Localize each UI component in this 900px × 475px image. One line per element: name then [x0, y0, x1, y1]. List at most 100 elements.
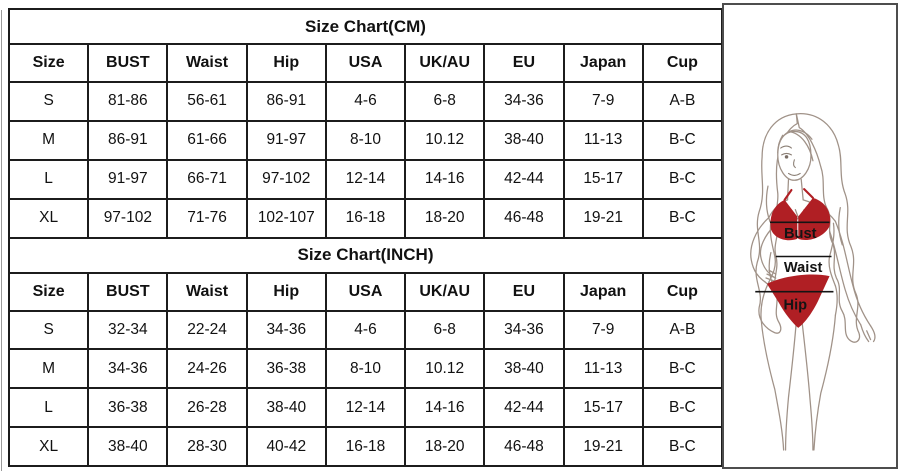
column-header: Size: [7, 43, 90, 83]
table-cell: S: [7, 81, 90, 122]
table-cell: XL: [7, 426, 90, 467]
table-cell: 10.12: [404, 348, 486, 390]
column-header: EU: [483, 43, 565, 83]
table-cell: 18-20: [404, 426, 486, 467]
size-table-body: Size Chart(CM) Size BUST Waist Hip USA UK/AU EU…: [7, 8, 724, 467]
table-cell: 14-16: [404, 158, 486, 200]
table-row: S 32-34 22-24 34-36 4-6 6-8 34-36 7-9 A-B: [7, 309, 724, 351]
table-cell: 4-6: [324, 81, 407, 122]
bust-label: Bust: [784, 226, 817, 242]
column-header: UK/AU: [404, 43, 486, 83]
column-header: BUST: [87, 43, 169, 83]
column-header: UK/AU: [404, 271, 486, 312]
table-row: M 34-36 24-26 36-38 8-10 10.12 38-40 11-13 B-C: [7, 348, 724, 390]
table-cell: 11-13: [562, 348, 644, 390]
bikini-top-right-cup: [798, 197, 831, 241]
table-cell: 10.12: [404, 119, 486, 161]
table-cell: 40-42: [245, 426, 327, 467]
table-cell: M: [7, 119, 90, 161]
column-header: Japan: [562, 43, 644, 83]
bikini-strap-right: [803, 188, 815, 199]
table-cell: 71-76: [166, 197, 248, 239]
table-title: Size Chart(INCH): [8, 236, 723, 274]
eye: [784, 155, 789, 159]
column-header: Waist: [166, 43, 248, 83]
woman-measurement-illustration: Bust Waist Hip: [750, 113, 876, 451]
table-cell: 4-6: [324, 309, 407, 351]
table-cell: B-C: [641, 426, 724, 467]
table-cell: 38-40: [483, 119, 565, 161]
table-cell: B-C: [641, 387, 724, 429]
table-cell: B-C: [641, 197, 724, 239]
column-header: Hip: [245, 43, 327, 83]
table-cell: 56-61: [166, 81, 248, 122]
table-cell: 81-86: [87, 81, 169, 122]
table-cell: 6-8: [404, 81, 486, 122]
column-header: BUST: [87, 271, 169, 312]
table-cell: A-B: [641, 309, 724, 351]
table-row: M 86-91 61-66 91-97 8-10 10.12 38-40 11-13 B-C: [7, 119, 724, 161]
bikini-top-left-cup: [770, 199, 798, 241]
table-cell: 15-17: [562, 158, 644, 200]
table-cell: 36-38: [87, 387, 169, 429]
table-cell: 66-71: [166, 158, 248, 200]
table-cell: 46-48: [483, 197, 565, 239]
table-cell: 97-102: [245, 158, 327, 200]
table-cell: 34-36: [483, 309, 565, 351]
waist-label: Waist: [784, 260, 823, 276]
table-cell: XL: [7, 197, 90, 239]
column-header: Waist: [166, 271, 248, 312]
bikini-strap-left: [783, 188, 793, 201]
table-cell: 7-9: [562, 309, 644, 351]
table-cell: 36-38: [245, 348, 327, 390]
table-cell: 42-44: [483, 158, 565, 200]
column-header: EU: [483, 271, 565, 312]
table-title: Size Chart(CM): [8, 8, 723, 45]
table-row: S 81-86 56-61 86-91 4-6 6-8 34-36 7-9 A-B: [7, 81, 724, 122]
header-row: Size BUST Waist Hip USA UK/AU EU Japan Cup: [7, 43, 724, 83]
table-cell: 34-36: [245, 309, 327, 351]
table-cell: 15-17: [562, 387, 644, 429]
column-header: Cup: [641, 43, 724, 83]
table-cell: L: [7, 158, 90, 200]
bikini: [767, 188, 831, 328]
table-cell: 24-26: [166, 348, 248, 390]
column-header: Size: [7, 271, 90, 312]
table-cell: 28-30: [166, 426, 248, 467]
table-row: L 91-97 66-71 97-102 12-14 14-16 42-44 15-17 B-C: [7, 158, 724, 200]
table-cell: 86-91: [87, 119, 169, 161]
table-cell: 6-8: [404, 309, 486, 351]
table-cell: 19-21: [562, 426, 644, 467]
table-cell: 46-48: [483, 426, 565, 467]
column-header: USA: [324, 43, 407, 83]
table-cell: 91-97: [87, 158, 169, 200]
table-cell: 97-102: [87, 197, 169, 239]
measurement-figure-panel: Bust Waist Hip: [722, 3, 898, 469]
table-cell: 16-18: [324, 197, 407, 239]
table-cell: B-C: [641, 119, 724, 161]
table-cell: 8-10: [324, 348, 407, 390]
measurement-marks: Bust Waist Hip: [755, 221, 834, 313]
table-cell: 38-40: [483, 348, 565, 390]
table-cell: 61-66: [166, 119, 248, 161]
table-cell: L: [7, 387, 90, 429]
table-cell: 32-34: [87, 309, 169, 351]
table-cell: 38-40: [87, 426, 169, 467]
face: [777, 129, 814, 181]
table-cell: 16-18: [324, 426, 407, 467]
table-cell: M: [7, 348, 90, 390]
table-cell: 34-36: [87, 348, 169, 390]
table-cell: 18-20: [404, 197, 486, 239]
table-cell: 38-40: [245, 387, 327, 429]
table-cell: B-C: [641, 158, 724, 200]
table-cell: 86-91: [245, 81, 327, 122]
table-cell: 42-44: [483, 387, 565, 429]
table-cell: 12-14: [324, 158, 407, 200]
table-cell: 91-97: [245, 119, 327, 161]
column-header: Cup: [641, 271, 724, 312]
table-cell: S: [7, 309, 90, 351]
table-cell: 34-36: [483, 81, 565, 122]
table-cell: 11-13: [562, 119, 644, 161]
table-cell: 19-21: [562, 197, 644, 239]
table-cell: 8-10: [324, 119, 407, 161]
